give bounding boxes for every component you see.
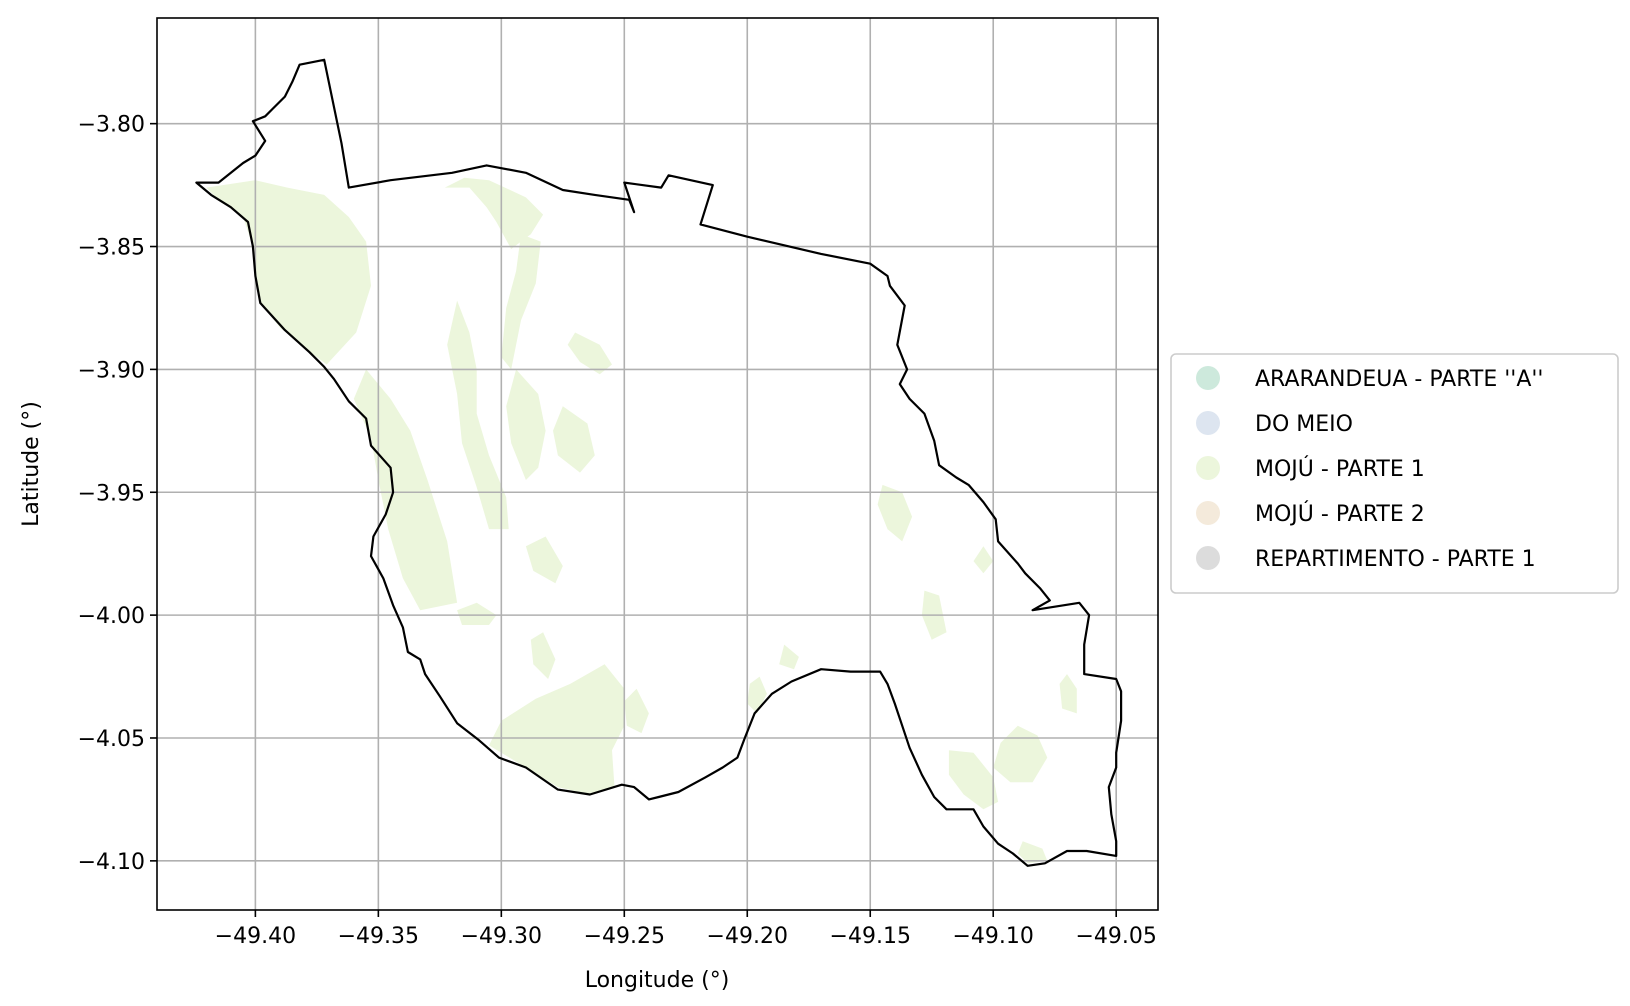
catchment-patch-19 <box>1017 841 1048 864</box>
x-tick-label-3: −49.25 <box>584 924 665 949</box>
catchment-patch-6 <box>553 406 595 473</box>
x-tick-label-7: −49.05 <box>1075 924 1156 949</box>
catchment-patch-18 <box>1059 674 1077 714</box>
catchment-patch-4 <box>501 234 541 370</box>
catchment-patches <box>206 177 1077 864</box>
x-tick-label-1: −49.35 <box>338 924 419 949</box>
legend: ARARANDEUA - PARTE ''A'' DO MEIO MOJÚ - PA… <box>1170 353 1619 594</box>
grid-lines <box>157 18 1158 910</box>
catchment-patch-17 <box>993 725 1048 783</box>
y-axis-label: Latitude (°) <box>19 401 44 527</box>
catchment-patch-3 <box>447 300 509 530</box>
x-tick-label-4: −49.20 <box>707 924 788 949</box>
catchment-patch-20 <box>779 644 799 670</box>
x-tick-label-6: −49.10 <box>953 924 1034 949</box>
catchment-patch-16 <box>948 750 999 810</box>
legend-label-1: DO MEIO <box>1255 412 1353 437</box>
legend-box <box>1170 353 1619 594</box>
y-tick-label-5: −4.05 <box>78 727 145 752</box>
y-tick-label-0: −3.80 <box>78 113 145 138</box>
y-tick-label-6: −4.10 <box>78 850 145 875</box>
region-boundary <box>195 58 1123 867</box>
axis-ticks: −49.40 −49.35 −49.30 −49.25 −49.20 −49.15 −49.… <box>78 113 1157 949</box>
legend-marker-2 <box>1196 456 1220 480</box>
y-tick-label-4: −4.00 <box>78 604 145 629</box>
legend-marker-1 <box>1196 411 1220 435</box>
catchment-patch-15 <box>877 484 913 542</box>
legend-marker-4 <box>1196 546 1220 570</box>
catchment-patch-12 <box>624 688 649 734</box>
legend-marker-0 <box>1196 366 1220 390</box>
x-tick-label-2: −49.30 <box>461 924 542 949</box>
catchment-patch-13 <box>747 676 767 714</box>
catchment-patch-21 <box>973 546 994 574</box>
catchment-patch-9 <box>457 602 497 625</box>
catchment-patch-7 <box>567 332 612 375</box>
catchment-patch-0 <box>206 180 371 365</box>
y-tick-label-3: −3.95 <box>78 481 145 506</box>
plot-frame <box>156 17 1159 911</box>
x-axis-label: Longitude (°) <box>585 968 730 993</box>
catchment-patch-8 <box>525 536 563 584</box>
legend-label-4: REPARTIMENTO - PARTE 1 <box>1255 547 1536 572</box>
x-tick-label-5: −49.15 <box>830 924 911 949</box>
catchment-patch-11 <box>489 664 625 795</box>
x-tick-label-0: −49.40 <box>215 924 296 949</box>
legend-label-3: MOJÚ - PARTE 2 <box>1255 501 1425 527</box>
legend-label-2: MOJÚ - PARTE 1 <box>1255 456 1425 482</box>
region-boundary-line <box>195 58 1123 867</box>
catchment-patch-2 <box>444 177 544 249</box>
y-tick-label-2: −3.90 <box>78 358 145 383</box>
y-tick-label-1: −3.85 <box>78 236 145 261</box>
catchment-patch-5 <box>506 369 546 480</box>
legend-marker-3 <box>1196 501 1220 525</box>
legend-label-0: ARARANDEUA - PARTE ''A'' <box>1255 367 1543 392</box>
catchment-patch-1 <box>353 369 458 611</box>
catchment-patch-10 <box>530 632 556 679</box>
